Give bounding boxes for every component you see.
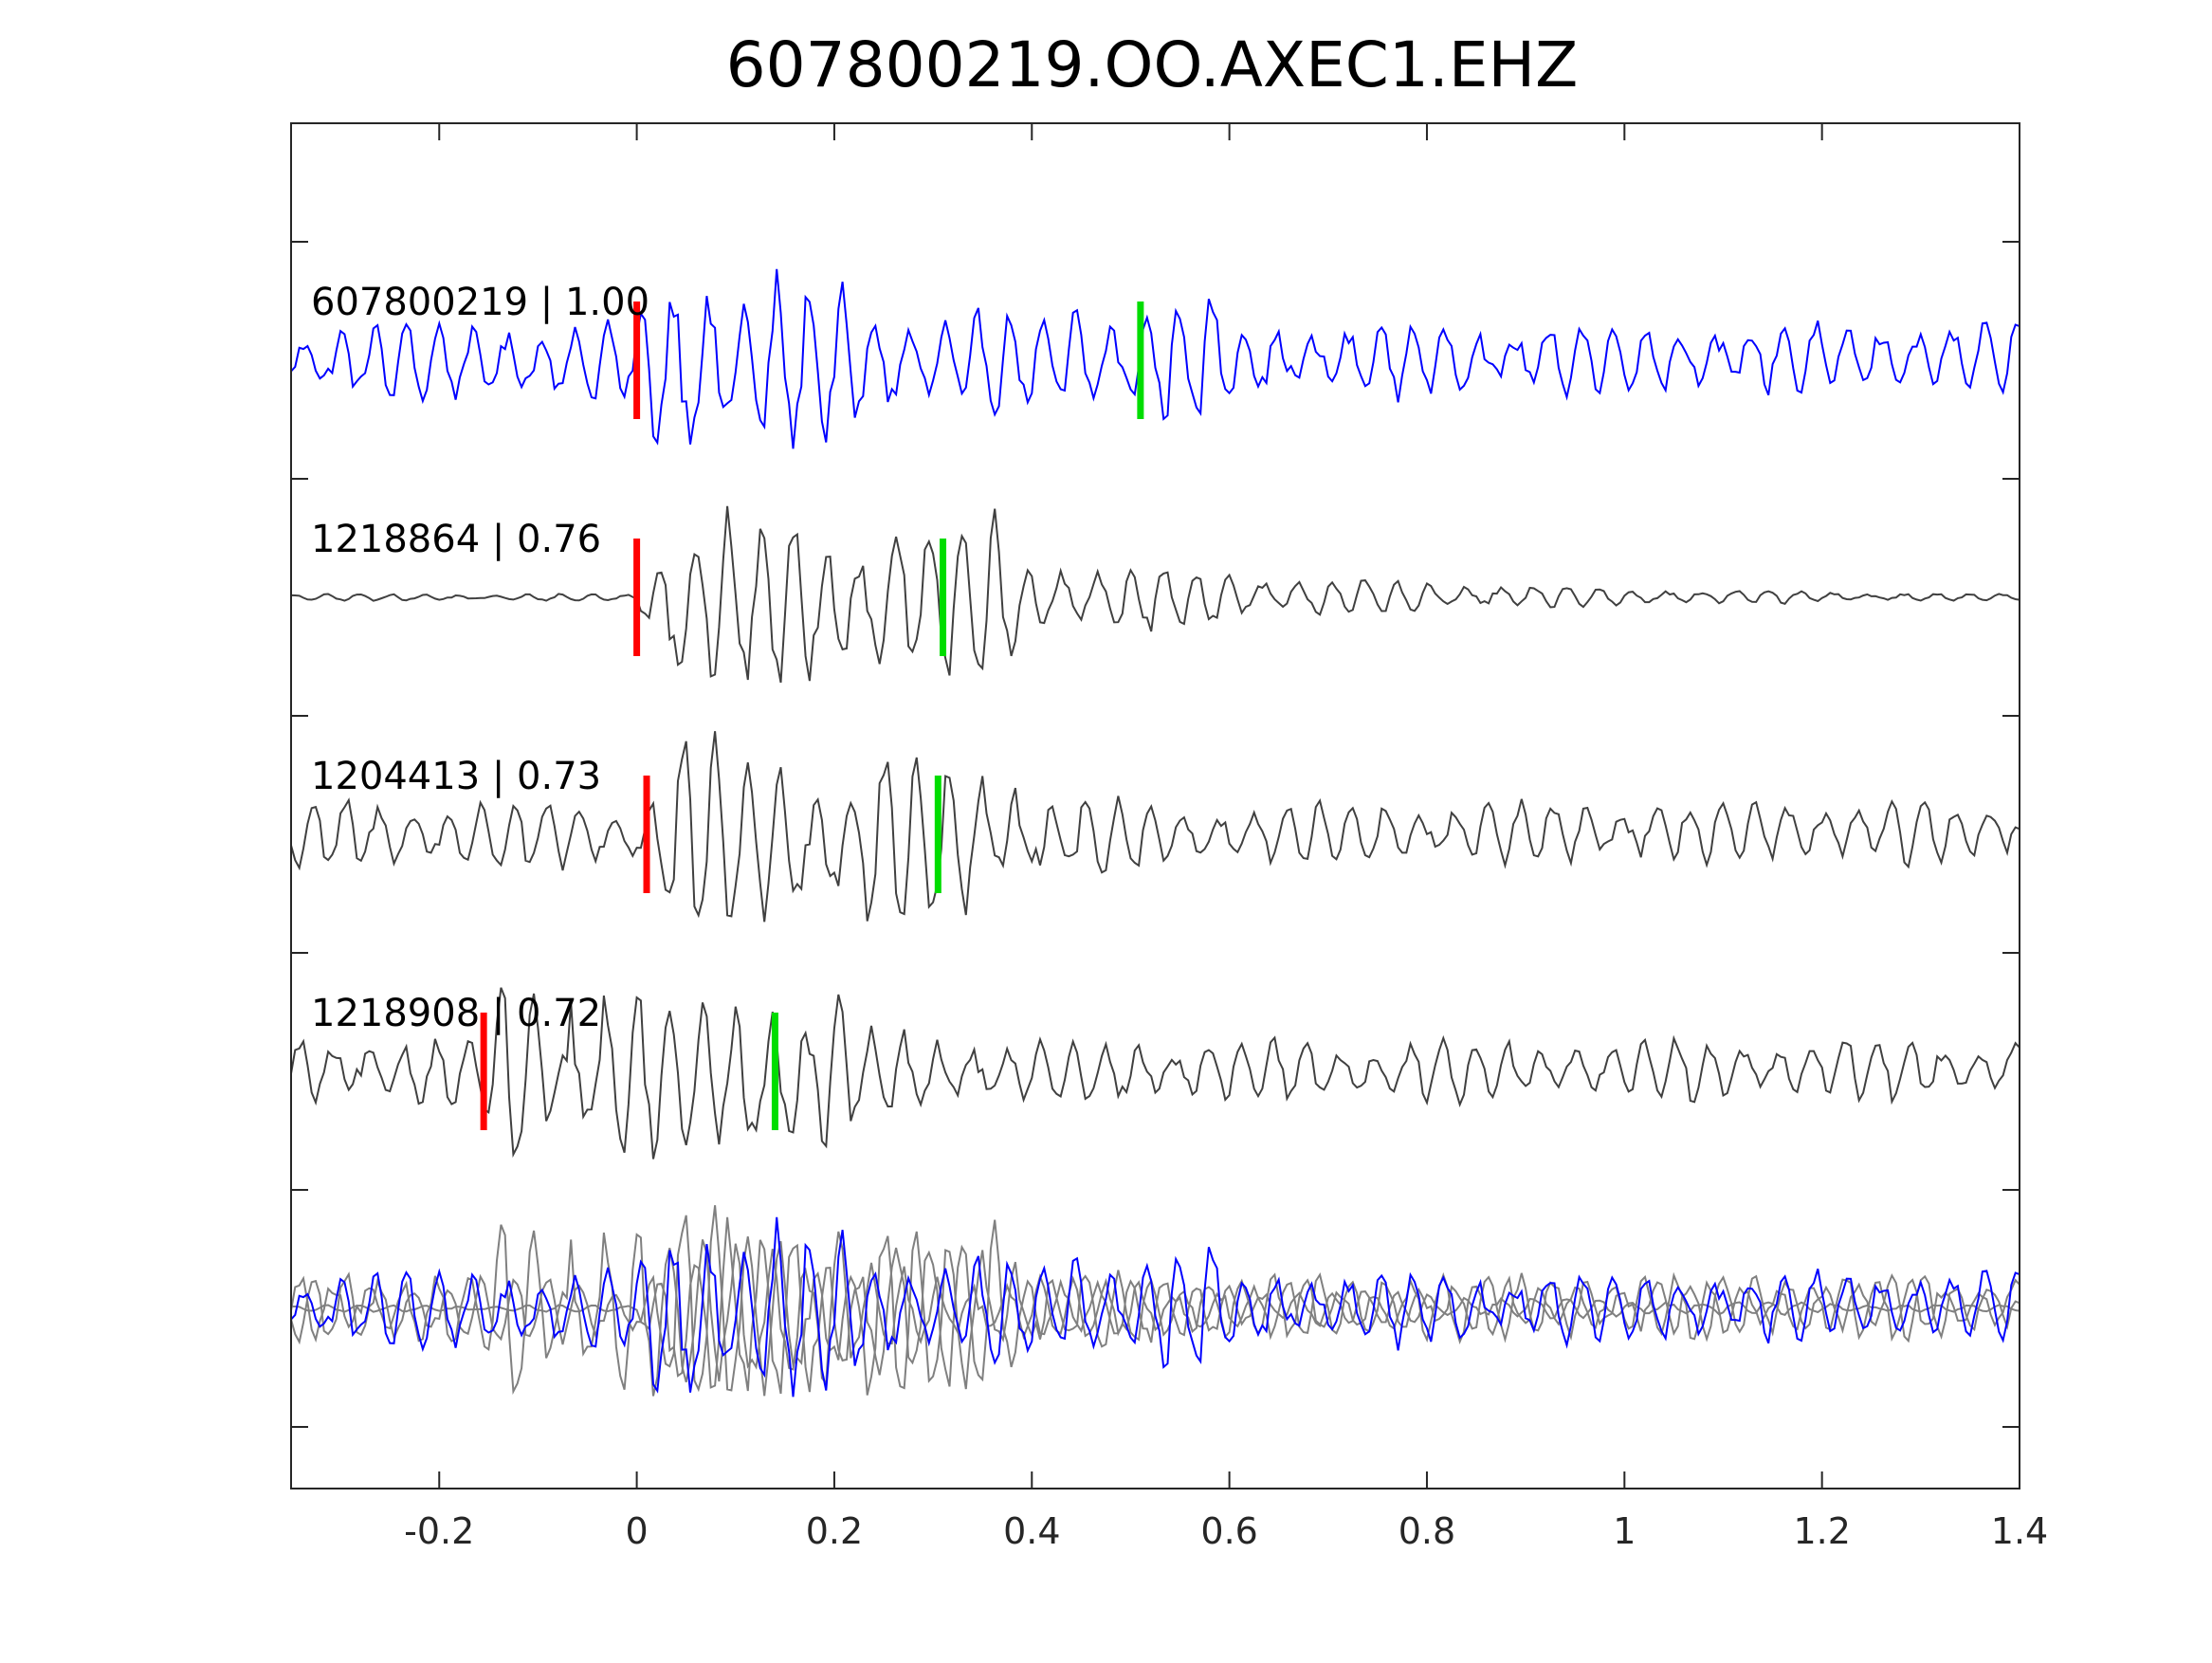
x-tick-label: 1: [1613, 1510, 1636, 1552]
trace-label-2: 1204413 | 0.73: [311, 755, 601, 798]
overlay-trace-3: [290, 1224, 2020, 1397]
x-tick-label: 0.6: [1200, 1510, 1257, 1552]
phase-picks: [480, 302, 1144, 1130]
chart-title: 607800219.OO.AXEC1.EHZ: [725, 28, 1579, 101]
trace-0: [290, 268, 2020, 449]
trace-3: [290, 987, 2020, 1160]
overlay-trace-2: [290, 1205, 2020, 1397]
axes-box: [290, 122, 2020, 1489]
trace-labels: 607800219 | 1.00 1218864 | 0.76 1204413 | …: [311, 281, 649, 1035]
x-tick-label: 0.4: [1003, 1510, 1060, 1552]
axes: -0.2 0 0.2 0.4 0.6 0.8 1 1.2 1.4: [290, 122, 2048, 1552]
trace-label-3: 1218908 | 0.72: [311, 992, 601, 1035]
trace-label-1: 1218864 | 0.76: [311, 518, 601, 561]
x-tick-label: 0.8: [1398, 1510, 1455, 1552]
x-tick-label: 1.4: [1991, 1510, 2048, 1552]
trace-1: [290, 505, 2020, 684]
x-tick-label: 0.2: [806, 1510, 863, 1552]
overlay-trace-0: [290, 1216, 2020, 1398]
x-tick-label: -0.2: [404, 1510, 474, 1552]
waveform-traces: [290, 268, 2020, 1398]
x-tick-label: 0: [626, 1510, 649, 1552]
x-tick-label: 1.2: [1793, 1510, 1850, 1552]
trace-2: [290, 731, 2020, 923]
trace-label-0: 607800219 | 1.00: [311, 281, 649, 324]
